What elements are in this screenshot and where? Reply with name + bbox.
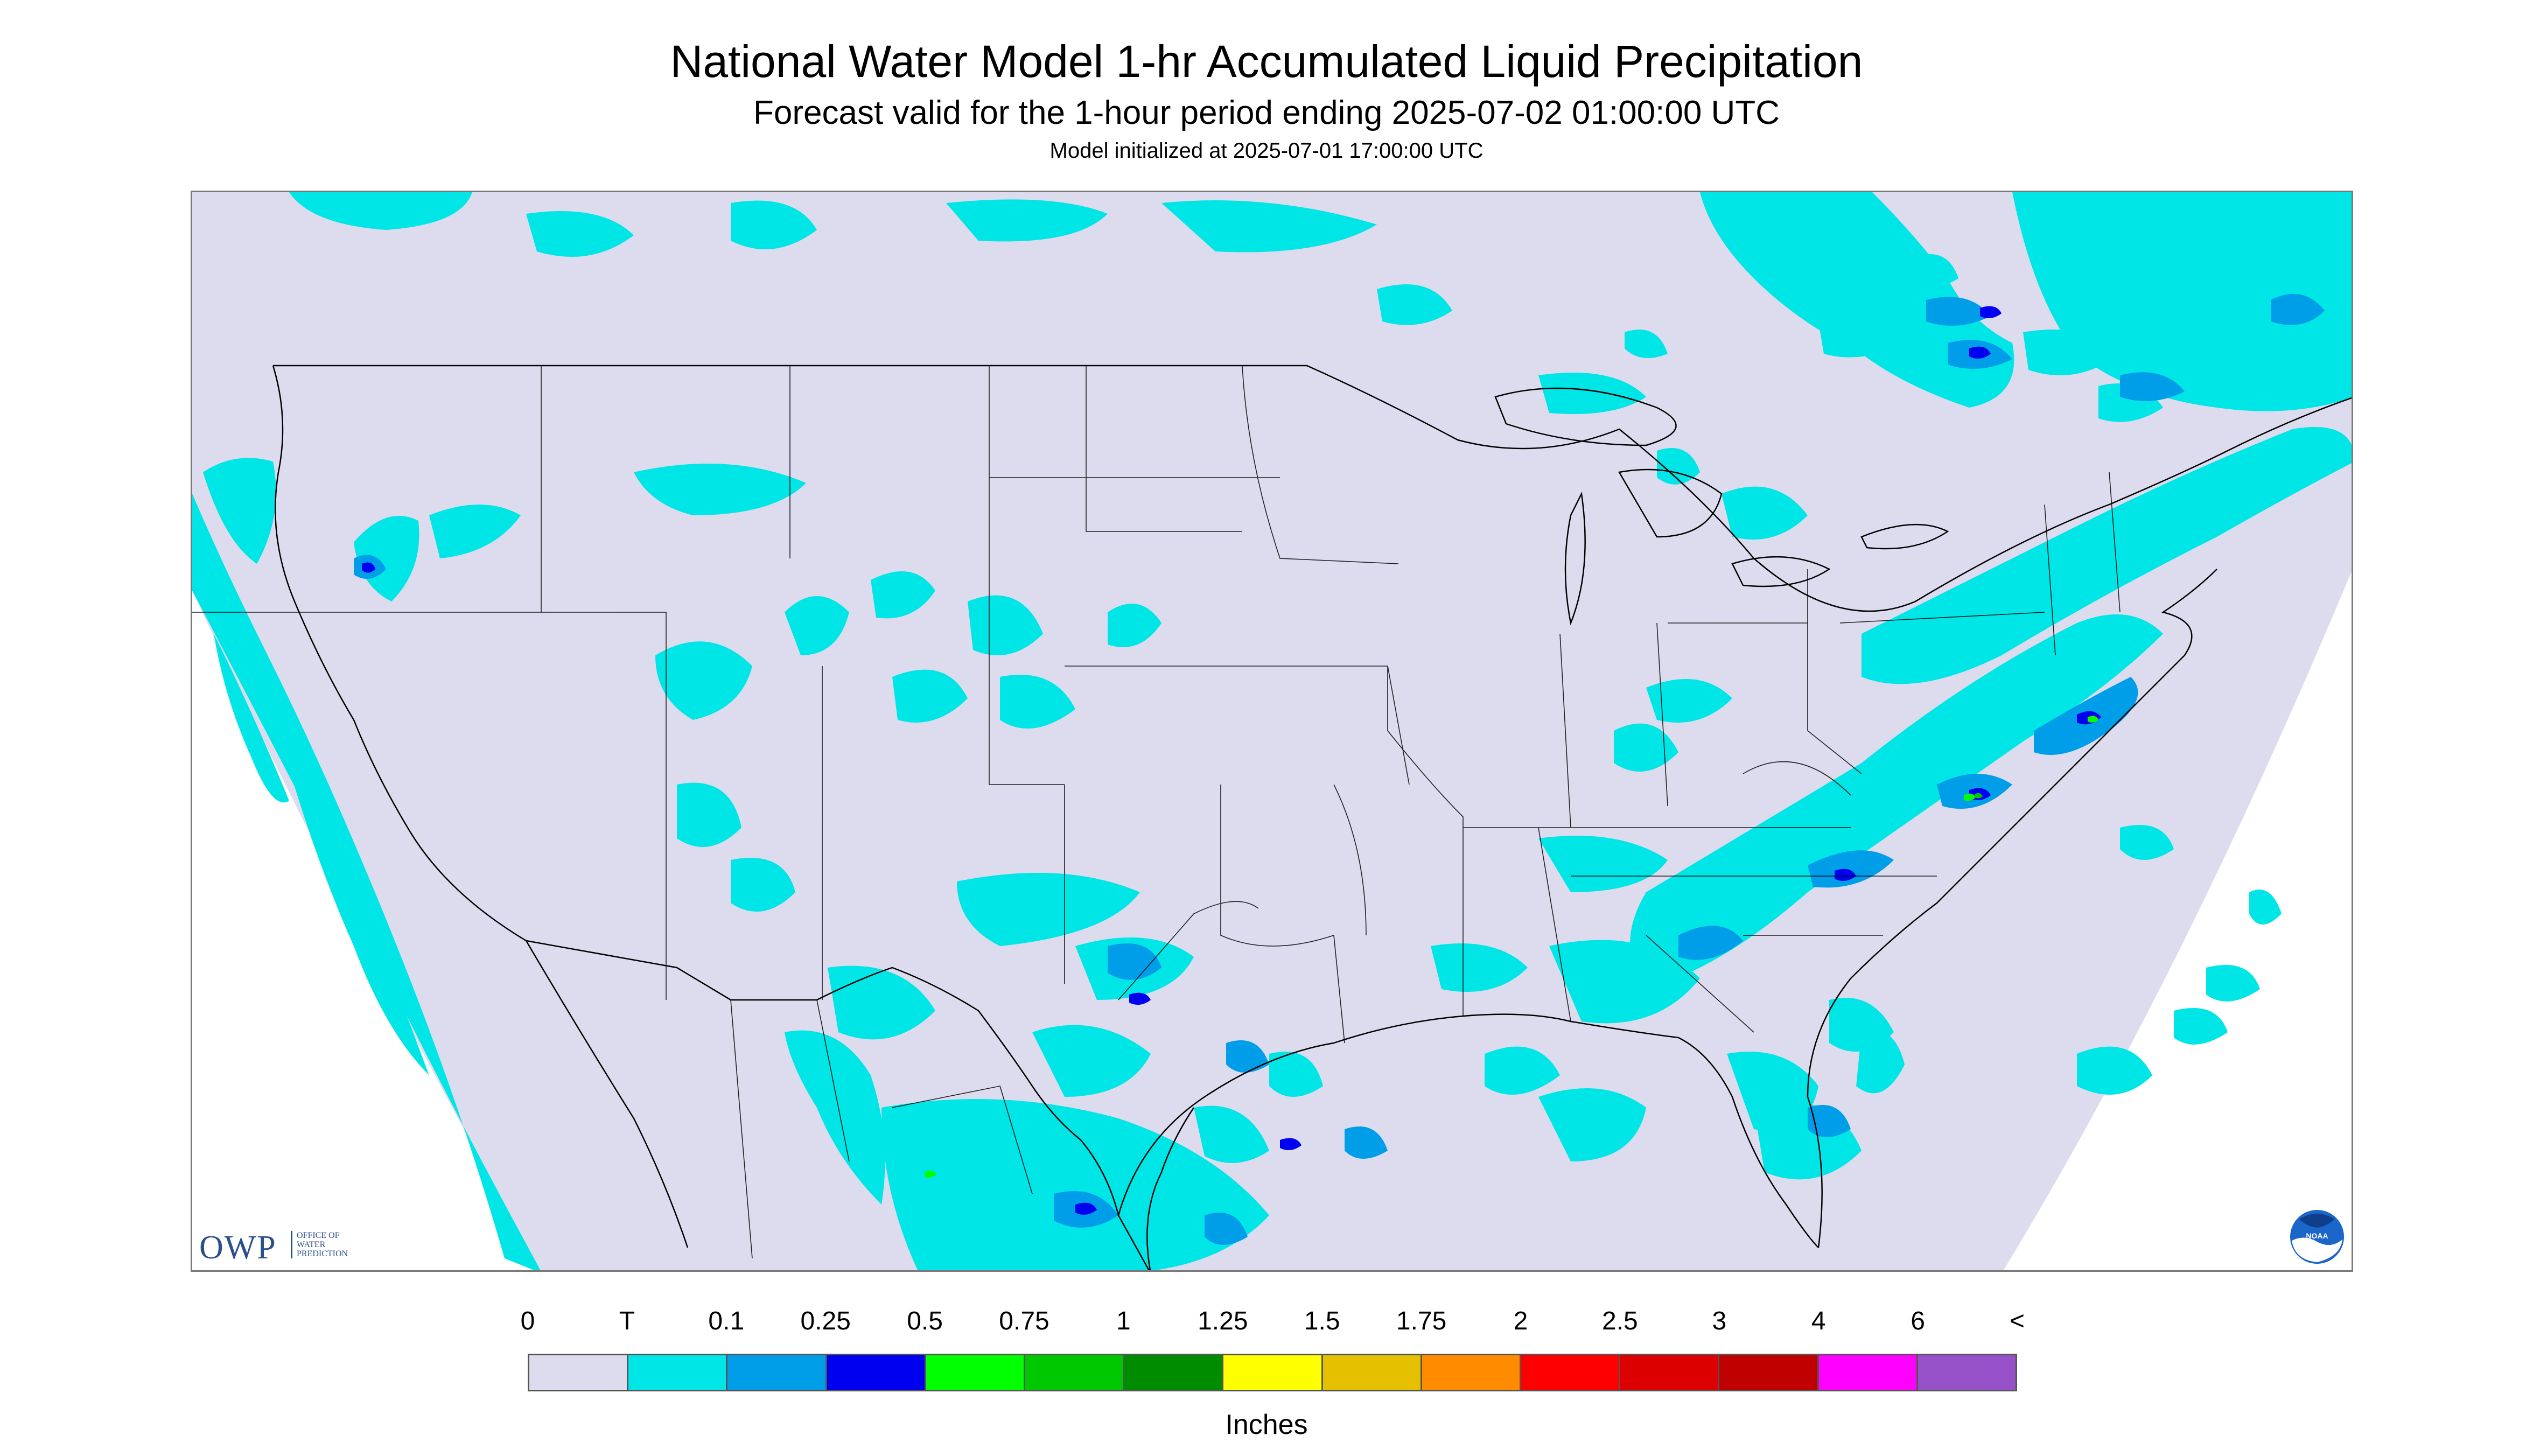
legend-tick-label: 1 — [1116, 1307, 1131, 1335]
precip-trace-layer — [192, 192, 2352, 1270]
legend-swatch — [1124, 1355, 1224, 1390]
legend-units-label: Inches — [1225, 1409, 1308, 1440]
legend-tick-label: 1.5 — [1304, 1307, 1340, 1335]
noaa-logo-icon: NOAA — [2290, 1210, 2344, 1264]
legend-swatch — [1719, 1355, 1819, 1390]
legend-swatch — [926, 1355, 1026, 1390]
legend-swatch — [529, 1355, 629, 1390]
legend-swatch — [1918, 1355, 2016, 1390]
noaa-logo-text: NOAA — [2306, 1231, 2328, 1240]
legend-tick-label: 3 — [1712, 1307, 1727, 1335]
legend-tick-label: 0.75 — [999, 1307, 1049, 1335]
legend-tick-label: 0.1 — [708, 1307, 745, 1335]
legend-tick-label: 0 — [520, 1307, 535, 1335]
owp-logo: OWP OFFICE OF WATER PREDICTION — [199, 1229, 382, 1266]
legend-tick-label: T — [619, 1307, 635, 1335]
legend-swatch — [1223, 1355, 1323, 1390]
mexico-gulf-coast — [1146, 1107, 1195, 1270]
legend-swatch — [827, 1355, 926, 1390]
owp-logo-subtext: OFFICE OF WATER PREDICTION — [291, 1231, 367, 1258]
precip-0-75-layer — [1975, 793, 1983, 799]
boundary-lines — [272, 365, 2352, 1270]
legend-swatch — [1620, 1355, 1720, 1390]
legend-swatch — [1521, 1355, 1621, 1390]
map-subtitle: Forecast valid for the 1-hour period end… — [753, 94, 1780, 131]
precip-color-legend — [528, 1354, 2017, 1391]
legend-tick-label: 6 — [1911, 1307, 1925, 1335]
map-title: National Water Model 1-hr Accumulated Li… — [670, 36, 1863, 87]
legend-tick-label: 2.5 — [1602, 1307, 1638, 1335]
great-lakes-shoreline — [1494, 387, 1949, 626]
legend-tick-label: 4 — [1811, 1307, 1826, 1335]
legend-swatch — [1025, 1355, 1125, 1390]
owp-logo-text: OWP — [199, 1229, 277, 1266]
legend-tick-label: 1.75 — [1396, 1307, 1447, 1335]
legend-tick-label: 0.25 — [800, 1307, 851, 1335]
model-domain — [192, 192, 2352, 1270]
baja-coast — [525, 940, 689, 1248]
legend-swatch — [1818, 1355, 1918, 1390]
legend-tick-label: 1.25 — [1198, 1307, 1248, 1335]
legend-tick-label: 0.5 — [907, 1307, 943, 1335]
state-lines — [192, 365, 2121, 1259]
legend-tick-label: < — [2009, 1307, 2025, 1335]
us-canada-border — [273, 365, 2352, 612]
legend-swatch — [727, 1355, 827, 1390]
us-mexico-border — [526, 940, 1150, 1270]
legend-tick-label: 2 — [1513, 1307, 1528, 1335]
legend-swatch — [628, 1355, 728, 1390]
gulf-coast — [1117, 1013, 1819, 1248]
pacific-coast — [272, 365, 527, 942]
legend-swatch — [1422, 1355, 1522, 1390]
atlantic-coast — [1807, 569, 2217, 1248]
precipitation-map — [191, 191, 2353, 1272]
model-init-line: Model initialized at 2025-07-01 17:00:00… — [1049, 139, 1484, 163]
precip-0-5-layer — [925, 716, 2098, 1178]
legend-swatch — [1323, 1355, 1422, 1390]
legend-tick-labels: 0 T 0.1 0.25 0.5 0.75 1 1.25 1.5 1.75 2 2.5 3 4 6 < — [0, 1306, 2533, 1339]
